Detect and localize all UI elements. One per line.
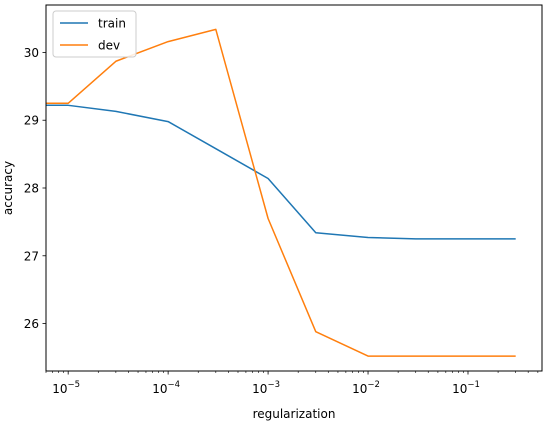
y-tick-label: 29 bbox=[24, 114, 39, 128]
x-tick-label: 10−4 bbox=[152, 380, 180, 396]
y-tick-label: 30 bbox=[24, 46, 39, 60]
plot-frame bbox=[45, 4, 543, 372]
y-tick-label: 28 bbox=[24, 182, 39, 196]
legend-label-dev: dev bbox=[98, 39, 120, 53]
y-tick-label: 27 bbox=[24, 249, 39, 263]
x-tick-label: 10−3 bbox=[252, 380, 280, 396]
x-axis-label: regularization bbox=[253, 407, 336, 421]
x-tick-label: 10−1 bbox=[452, 380, 480, 396]
legend: train dev bbox=[52, 10, 137, 58]
y-tick-label: 26 bbox=[24, 317, 39, 331]
legend-label-train: train bbox=[98, 17, 126, 31]
y-axis-ticks: 26 27 28 29 30 bbox=[24, 46, 46, 331]
series-line-dev bbox=[46, 28, 516, 357]
x-tick-label: 10−5 bbox=[52, 380, 80, 396]
plot-lines bbox=[46, 28, 516, 357]
x-axis-ticks: 10−5 10−4 10−3 10−2 10−1 bbox=[45, 371, 539, 396]
y-axis-label: accuracy bbox=[1, 161, 15, 215]
x-tick-label: 10−2 bbox=[352, 380, 380, 396]
series-line-train bbox=[46, 104, 516, 240]
